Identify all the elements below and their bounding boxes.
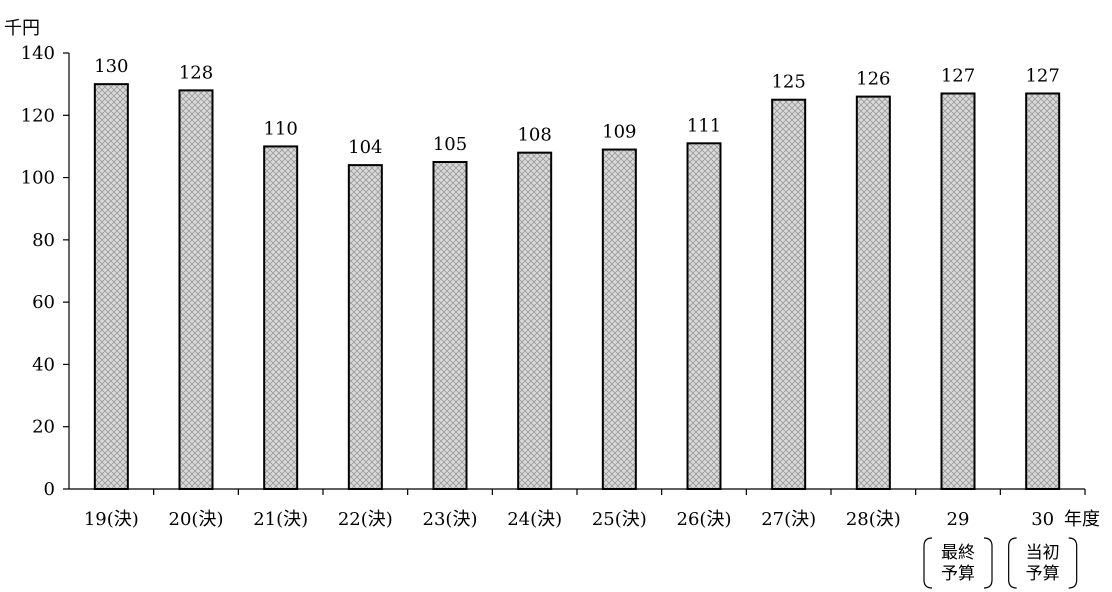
x-tick-label: 28(決) [846, 509, 901, 530]
data-label: 127 [1025, 65, 1059, 86]
data-label: 125 [771, 72, 805, 93]
y-tick-label: 120 [21, 105, 55, 126]
category-note: 最終 [941, 543, 975, 563]
y-axis-label: 千円 [4, 18, 40, 39]
category-note: 予算 [1026, 564, 1060, 584]
note-bracket-right [1068, 537, 1078, 589]
y-tick-label: 20 [32, 417, 55, 438]
bar [855, 95, 891, 490]
x-tick-label: 19(決) [84, 509, 139, 530]
x-axis-label: 年度 [1064, 509, 1100, 530]
y-tick-label: 80 [32, 230, 55, 251]
y-tick-label: 100 [21, 168, 55, 189]
y-tick-label: 60 [32, 292, 55, 313]
bar [263, 145, 299, 491]
data-label: 109 [602, 122, 636, 143]
note-bracket-left [923, 537, 933, 589]
bars [93, 83, 1061, 491]
data-label: 108 [517, 125, 551, 146]
x-tick-label: 30 [1031, 509, 1054, 530]
y-tick-label: 0 [44, 479, 55, 500]
x-tick-label: 29 [947, 509, 970, 530]
bar [601, 148, 637, 491]
data-label: 130 [94, 56, 128, 77]
bar [1025, 92, 1061, 490]
x-tick-label: 23(決) [423, 509, 478, 530]
data-label: 110 [263, 118, 297, 139]
bar [686, 142, 722, 490]
bar [178, 89, 214, 490]
x-tick-label: 26(決) [677, 509, 732, 530]
note-bracket-left [1008, 537, 1017, 589]
x-tick-label: 22(決) [338, 509, 393, 530]
y-tick-label: 140 [21, 43, 55, 64]
bar [347, 164, 383, 490]
bar [432, 161, 468, 490]
data-label: 105 [433, 134, 467, 155]
category-note: 当初 [1026, 543, 1060, 563]
x-tick-label: 25(決) [592, 509, 647, 530]
y-axis-ticks: 0 20 40 60 80 100 120 140 [21, 43, 69, 500]
bar [940, 92, 976, 490]
x-tick-label: 27(決) [761, 509, 816, 530]
x-tick-label: 21(決) [253, 509, 308, 530]
data-label: 126 [856, 69, 890, 90]
data-label: 128 [179, 62, 213, 83]
bar [93, 83, 129, 491]
y-tick-label: 40 [32, 354, 55, 375]
data-label: 127 [941, 65, 975, 86]
bar [771, 98, 807, 490]
category-note: 予算 [941, 564, 975, 584]
value-labels: 130 128 110 104 105 108 109 111 125 126 127 127 [94, 56, 1060, 158]
data-label: 104 [348, 137, 382, 158]
note-bracket-right [983, 537, 993, 589]
data-label: 111 [687, 115, 721, 136]
x-axis-ticks: 19(決) 20(決) 21(決) 22(決) 23(決) 24(決) 25(決) 26(決)… [84, 489, 1086, 589]
x-tick-label: 24(決) [507, 509, 562, 530]
bar [517, 151, 553, 491]
x-tick-label: 20(決) [169, 509, 224, 530]
